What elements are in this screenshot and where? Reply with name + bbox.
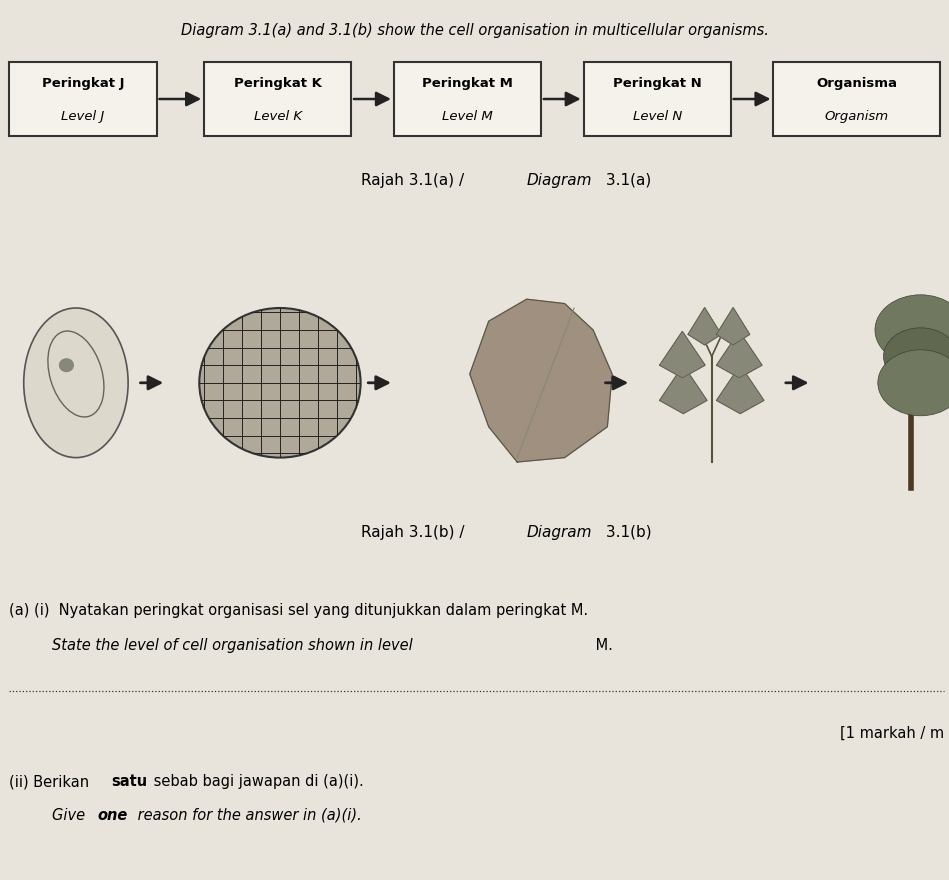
FancyBboxPatch shape [394, 62, 541, 136]
Text: sebab bagi jawapan di (a)(i).: sebab bagi jawapan di (a)(i). [149, 774, 363, 789]
Polygon shape [660, 332, 705, 378]
Text: Diagram: Diagram [527, 172, 592, 188]
Text: Organisma: Organisma [816, 77, 897, 90]
Text: Rajah 3.1(a) /: Rajah 3.1(a) / [361, 172, 469, 188]
FancyBboxPatch shape [773, 62, 940, 136]
Text: Peringkat K: Peringkat K [233, 77, 322, 90]
Text: Give: Give [52, 808, 90, 823]
Text: Level N: Level N [633, 110, 681, 123]
Text: Rajah 3.1(b) /: Rajah 3.1(b) / [361, 524, 469, 540]
Text: M.: M. [591, 638, 613, 653]
Polygon shape [716, 365, 764, 414]
Polygon shape [716, 332, 762, 378]
Ellipse shape [878, 349, 949, 415]
Circle shape [59, 358, 74, 372]
Ellipse shape [884, 327, 949, 385]
Text: Organism: Organism [825, 110, 888, 123]
Text: 3.1(b): 3.1(b) [601, 524, 651, 540]
Text: Peringkat N: Peringkat N [613, 77, 701, 90]
Text: [1 markah / m: [1 markah / m [840, 726, 944, 741]
Polygon shape [470, 299, 612, 462]
Polygon shape [716, 307, 750, 345]
Text: 3.1(a): 3.1(a) [601, 172, 651, 188]
Text: Peringkat J: Peringkat J [42, 77, 124, 90]
Text: (a) (i)  Nyatakan peringkat organisasi sel yang ditunjukkan dalam peringkat M.: (a) (i) Nyatakan peringkat organisasi se… [9, 603, 588, 618]
Text: Level M: Level M [442, 110, 493, 123]
Text: Diagram 3.1(a) and 3.1(b) show the cell organisation in multicellular organisms.: Diagram 3.1(a) and 3.1(b) show the cell … [180, 23, 769, 39]
Text: Level J: Level J [62, 110, 104, 123]
FancyBboxPatch shape [9, 62, 157, 136]
Text: Diagram: Diagram [527, 524, 592, 540]
Ellipse shape [875, 295, 949, 365]
FancyBboxPatch shape [204, 62, 351, 136]
FancyBboxPatch shape [584, 62, 731, 136]
Text: Peringkat M: Peringkat M [422, 77, 512, 90]
Text: State the level of cell organisation shown in level: State the level of cell organisation sho… [52, 638, 413, 653]
Polygon shape [660, 365, 707, 414]
Text: one: one [98, 808, 128, 823]
Text: Level K: Level K [253, 110, 302, 123]
Text: (ii) Berikan: (ii) Berikan [9, 774, 94, 789]
Text: reason for the answer in (a)(i).: reason for the answer in (a)(i). [133, 808, 362, 823]
Ellipse shape [24, 308, 128, 458]
Text: satu: satu [111, 774, 147, 789]
Polygon shape [688, 307, 721, 345]
Circle shape [199, 308, 361, 458]
